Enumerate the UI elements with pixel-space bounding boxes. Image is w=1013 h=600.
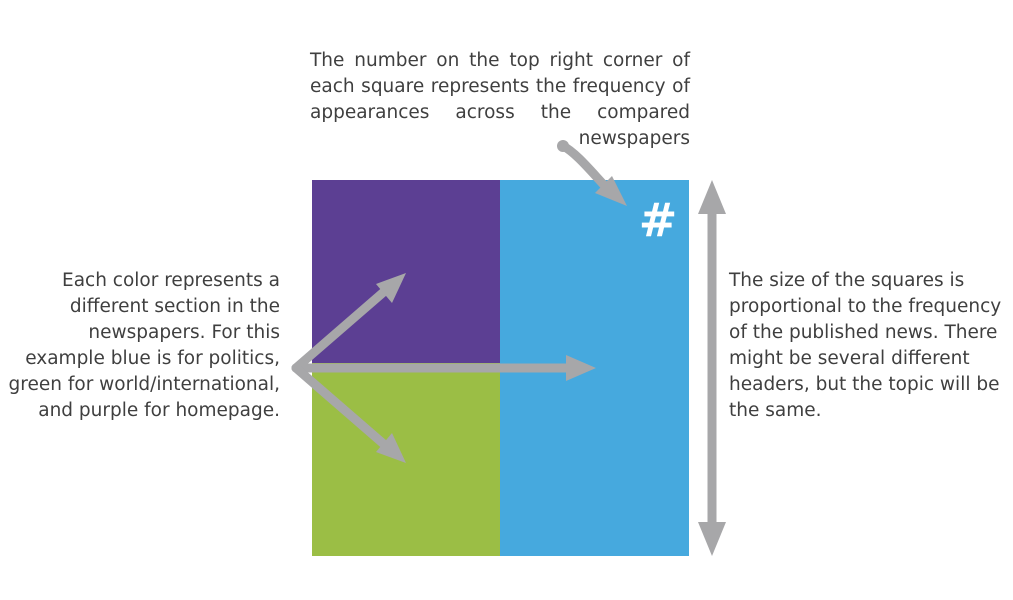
arrow-head-size-bottom [698, 522, 726, 556]
world-international-square [312, 363, 500, 556]
arrow-to-purple-square [291, 285, 391, 373]
arrow-head-purple [376, 273, 406, 303]
arrow-tail-dot [557, 140, 569, 152]
arrow-head-frequency [595, 176, 627, 206]
frequency-annotation: The number on the top right corner of ea… [310, 50, 690, 149]
arrow-head-blue [566, 355, 596, 381]
color-annotation: Each color represents a different sectio… [8, 270, 280, 421]
arrow-head-green [376, 433, 406, 463]
size-annotation: The size of the squares is proportional … [729, 270, 1002, 421]
frequency-number-mark: # [638, 193, 678, 247]
arrow-head-size-top [698, 180, 726, 214]
arrow-to-green-square [291, 363, 391, 451]
arrow-to-frequency-mark [558, 141, 609, 190]
